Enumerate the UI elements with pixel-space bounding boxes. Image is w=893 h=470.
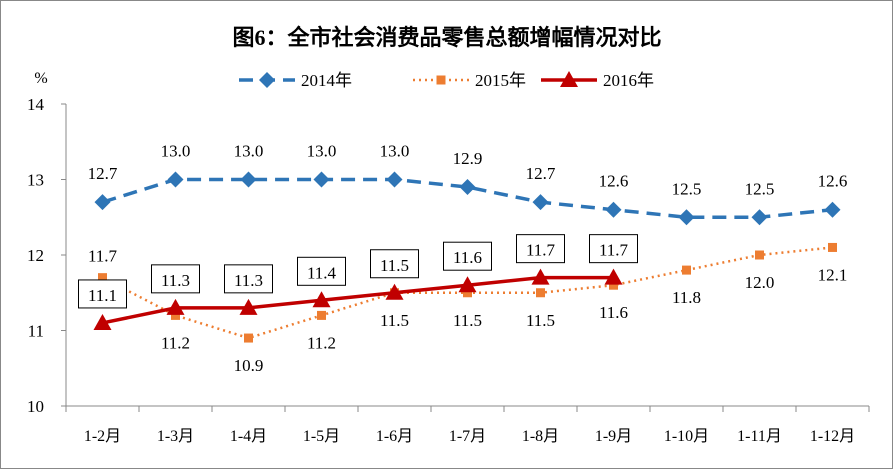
data-point-marker xyxy=(755,250,764,260)
data-label: 12.5 xyxy=(672,179,702,198)
data-point-marker xyxy=(317,310,326,320)
data-label: 13.0 xyxy=(234,142,264,161)
data-label: 12.0 xyxy=(745,273,775,292)
data-label: 11.5 xyxy=(526,311,555,330)
data-point-marker xyxy=(239,298,258,315)
data-point-marker xyxy=(94,194,111,211)
data-point-marker xyxy=(463,288,472,298)
data-point-marker xyxy=(313,171,330,188)
data-label: 13.0 xyxy=(307,142,337,161)
data-label: 11.3 xyxy=(161,271,190,290)
data-label: 10.9 xyxy=(234,356,264,375)
data-point-marker xyxy=(93,313,112,330)
data-label: 11.3 xyxy=(234,271,263,290)
data-label: 13.0 xyxy=(380,142,410,161)
data-label: 11.7 xyxy=(599,241,629,260)
data-label: 11.1 xyxy=(88,286,117,305)
data-label-box xyxy=(443,241,492,271)
data-point-marker xyxy=(459,179,476,196)
data-label: 11.4 xyxy=(307,263,337,282)
data-point-marker xyxy=(531,268,550,285)
data-point-marker xyxy=(458,276,477,293)
data-label: 11.5 xyxy=(453,311,482,330)
data-label: 12.5 xyxy=(745,179,775,198)
data-point-marker xyxy=(98,273,107,283)
legend-marker xyxy=(436,75,446,85)
legend-label: 2015年 xyxy=(475,71,526,90)
y-tick-label: 12 xyxy=(27,246,44,265)
legend-label: 2014年 xyxy=(301,71,352,90)
data-label: 11.2 xyxy=(161,333,190,352)
data-point-marker xyxy=(682,265,691,275)
data-label-box xyxy=(224,264,273,294)
data-label: 12.6 xyxy=(599,172,629,191)
series-line-2016年 xyxy=(102,275,614,325)
data-label: 12.1 xyxy=(818,265,848,284)
data-point-marker xyxy=(312,291,331,308)
data-label-box xyxy=(78,279,127,309)
data-point-marker xyxy=(244,333,253,343)
data-label: 11.7 xyxy=(88,247,118,266)
x-tick-label: 1-5月 xyxy=(303,428,340,445)
data-label-box xyxy=(151,264,200,294)
data-label: 11.6 xyxy=(453,248,482,267)
data-label: 11.6 xyxy=(599,303,628,322)
data-point-marker xyxy=(386,171,403,188)
x-tick-label: 1-6月 xyxy=(376,428,413,445)
data-point-marker xyxy=(604,268,623,285)
x-tick-label: 1-12月 xyxy=(810,428,855,445)
y-tick-label: 10 xyxy=(27,397,44,416)
data-point-marker xyxy=(605,201,622,218)
y-tick-label: 14 xyxy=(27,95,45,114)
data-point-marker xyxy=(824,201,841,218)
data-label: 11.8 xyxy=(672,288,701,307)
data-point-marker xyxy=(166,298,185,315)
data-point-marker xyxy=(751,209,768,226)
y-tick-label: 13 xyxy=(27,171,44,190)
x-tick-label: 1-4月 xyxy=(230,428,267,445)
legend-marker xyxy=(259,72,275,88)
data-label-box xyxy=(370,249,419,279)
data-point-marker xyxy=(536,288,545,298)
y-tick-label: 11 xyxy=(28,322,44,341)
data-point-marker xyxy=(240,171,257,188)
data-point-marker xyxy=(532,194,549,211)
data-label: 11.5 xyxy=(380,311,409,330)
data-label: 11.7 xyxy=(526,241,556,260)
chart-title: 图6：全市社会消费品零售总额增幅情况对比 xyxy=(232,25,661,50)
x-tick-label: 1-10月 xyxy=(664,428,709,445)
data-point-marker xyxy=(171,310,180,320)
data-point-marker xyxy=(385,283,404,300)
data-label-box xyxy=(297,256,346,286)
x-tick-label: 1-7月 xyxy=(449,428,486,445)
data-point-marker xyxy=(678,209,695,226)
x-tick-label: 1-11月 xyxy=(737,428,782,445)
data-point-marker xyxy=(167,171,184,188)
data-label: 12.7 xyxy=(88,164,118,183)
x-tick-label: 1-8月 xyxy=(522,428,559,445)
y-axis-unit: % xyxy=(34,70,47,87)
data-label: 13.0 xyxy=(161,142,191,161)
x-tick-label: 1-2月 xyxy=(84,428,121,445)
data-label: 11.5 xyxy=(380,256,409,275)
data-label-box xyxy=(589,234,638,264)
data-label: 12.7 xyxy=(526,164,556,183)
legend-marker xyxy=(560,71,578,87)
data-label-box xyxy=(516,234,565,264)
data-label: 12.9 xyxy=(453,149,483,168)
data-point-marker xyxy=(609,280,618,290)
data-label: 11.2 xyxy=(307,333,336,352)
x-tick-label: 1-3月 xyxy=(157,428,194,445)
x-tick-label: 1-9月 xyxy=(595,428,632,445)
data-point-marker xyxy=(828,242,837,252)
data-label: 12.6 xyxy=(818,172,848,191)
legend-label: 2016年 xyxy=(603,71,654,90)
